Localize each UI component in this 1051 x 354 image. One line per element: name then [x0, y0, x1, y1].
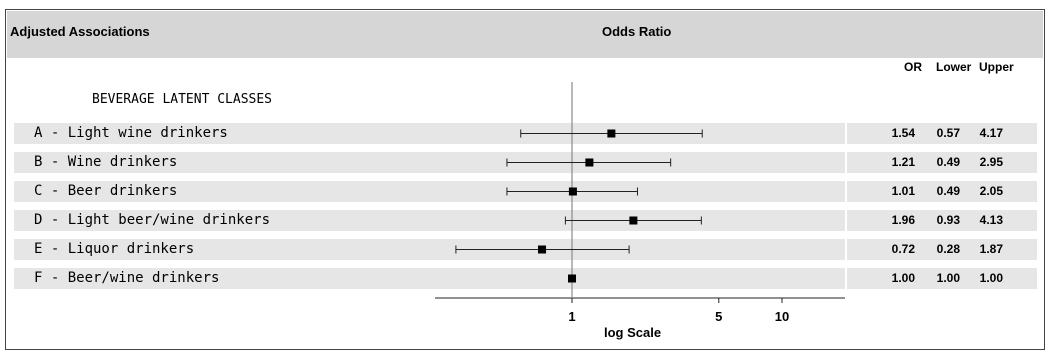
point-estimate — [538, 245, 547, 254]
row-label: C - Beer drinkers — [34, 183, 178, 199]
table-title: Adjusted Associations — [10, 24, 150, 39]
row-label: A - Light wine drinkers — [34, 125, 228, 141]
row-band — [14, 181, 435, 202]
row-band — [847, 268, 1037, 289]
value-upper: 4.13 — [979, 213, 1003, 227]
value-lower: 1.00 — [936, 271, 960, 285]
figure-frame: Adjusted Associations Odds Ratio — [5, 9, 1045, 350]
value-or: 0.72 — [891, 242, 915, 256]
chart-title: Odds Ratio — [602, 24, 672, 39]
row-band — [847, 181, 1037, 202]
column-header-lower: Lower — [936, 60, 972, 74]
value-lower: 0.49 — [936, 155, 960, 169]
value-or: 1.54 — [891, 126, 915, 140]
point-estimate — [568, 274, 576, 283]
column-header-or: OR — [904, 60, 922, 74]
value-upper: 2.05 — [979, 184, 1003, 198]
row-band — [14, 239, 435, 260]
value-lower: 0.57 — [936, 126, 960, 140]
point-estimate — [568, 187, 577, 196]
row-band — [435, 181, 845, 202]
point-estimate — [629, 216, 638, 225]
row-label: D - Light beer/wine drinkers — [34, 212, 271, 228]
value-upper: 4.17 — [979, 126, 1003, 140]
value-or: 1.96 — [891, 213, 915, 227]
value-lower: 0.28 — [936, 242, 960, 256]
x-axis-label: log Scale — [604, 325, 662, 340]
value-upper: 2.95 — [979, 155, 1003, 169]
row-band — [435, 239, 845, 260]
x-tick-label: 1 — [568, 309, 575, 324]
row-band — [14, 152, 435, 173]
value-or: 1.00 — [891, 271, 915, 285]
row-label: F - Beer/wine drinkers — [34, 270, 220, 286]
row-band — [847, 239, 1037, 260]
header-band: Adjusted Associations Odds Ratio — [7, 11, 1043, 58]
value-upper: 1.00 — [979, 271, 1003, 285]
row-band — [14, 268, 435, 289]
point-estimate — [607, 129, 616, 138]
row-band — [435, 268, 845, 289]
value-or: 1.21 — [891, 155, 915, 169]
row-band — [847, 152, 1037, 173]
section-label: BEVERAGE LATENT CLASSES — [92, 92, 273, 107]
x-tick-label: 5 — [715, 309, 722, 324]
row-label: B - Wine drinkers — [34, 154, 178, 170]
value-lower: 0.93 — [936, 213, 960, 227]
value-upper: 1.87 — [979, 242, 1003, 256]
row-label: E - Liquor drinkers — [34, 241, 195, 257]
value-lower: 0.49 — [936, 184, 960, 198]
value-or: 1.01 — [891, 184, 915, 198]
x-tick-label: 10 — [775, 309, 789, 324]
row-band — [14, 210, 435, 231]
row-band — [847, 123, 1037, 144]
row-band — [847, 210, 1037, 231]
column-header-upper: Upper — [979, 60, 1014, 74]
row-band — [14, 123, 435, 144]
point-estimate — [585, 158, 594, 167]
